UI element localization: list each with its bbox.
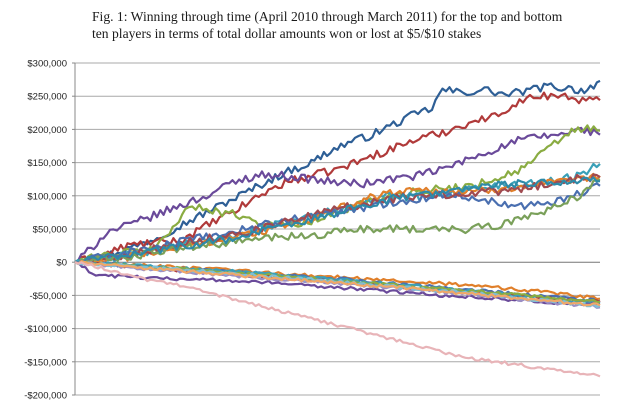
- y-tick-label: $250,000: [27, 92, 67, 103]
- series-line-10: [74, 176, 601, 267]
- y-tick-label: $50,000: [33, 225, 67, 236]
- series-line-20: [74, 261, 601, 378]
- series-line-1: [74, 79, 601, 266]
- series-line-15: [74, 261, 601, 307]
- y-axis: $300,000 $250,000 $200,000 $150,000 $100,000…: [24, 59, 76, 402]
- y-tick-label: -$100,000: [24, 324, 67, 335]
- series-line-19: [74, 260, 601, 307]
- y-tick-label: $100,000: [27, 191, 67, 202]
- series-line-9: [74, 178, 601, 266]
- series-lines: [74, 79, 601, 378]
- series-line-3: [74, 126, 601, 264]
- y-tick-label: $300,000: [27, 59, 67, 70]
- y-tick-label: -$150,000: [24, 357, 67, 368]
- y-tick-label: -$200,000: [24, 391, 67, 402]
- series-line-2: [74, 91, 601, 264]
- figure-caption: Fig. 1: Winning through time (April 2010…: [92, 8, 612, 42]
- y-tick-label: $150,000: [27, 158, 67, 169]
- caption-line-1: Fig. 1: Winning through time (April 2010…: [92, 9, 563, 24]
- caption-line-2: ten players in terms of total dollar amo…: [92, 26, 482, 41]
- y-tick-label: $200,000: [27, 125, 67, 136]
- y-tick-label: $0: [56, 258, 67, 269]
- y-tick-label: -$50,000: [29, 291, 67, 302]
- series-line-8: [74, 173, 601, 266]
